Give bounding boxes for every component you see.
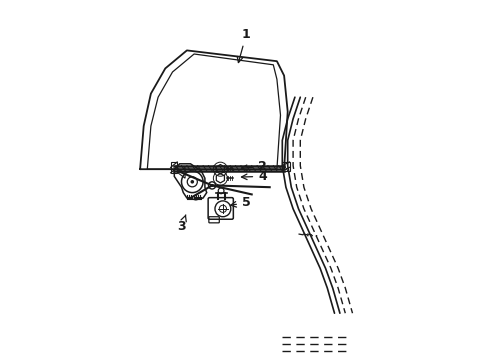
Text: 3: 3 [177, 215, 186, 233]
Circle shape [190, 180, 194, 184]
Text: 1: 1 [237, 28, 250, 63]
Text: 2: 2 [241, 160, 266, 173]
Circle shape [210, 184, 213, 187]
Text: 5: 5 [230, 196, 250, 209]
Text: 4: 4 [241, 170, 266, 183]
